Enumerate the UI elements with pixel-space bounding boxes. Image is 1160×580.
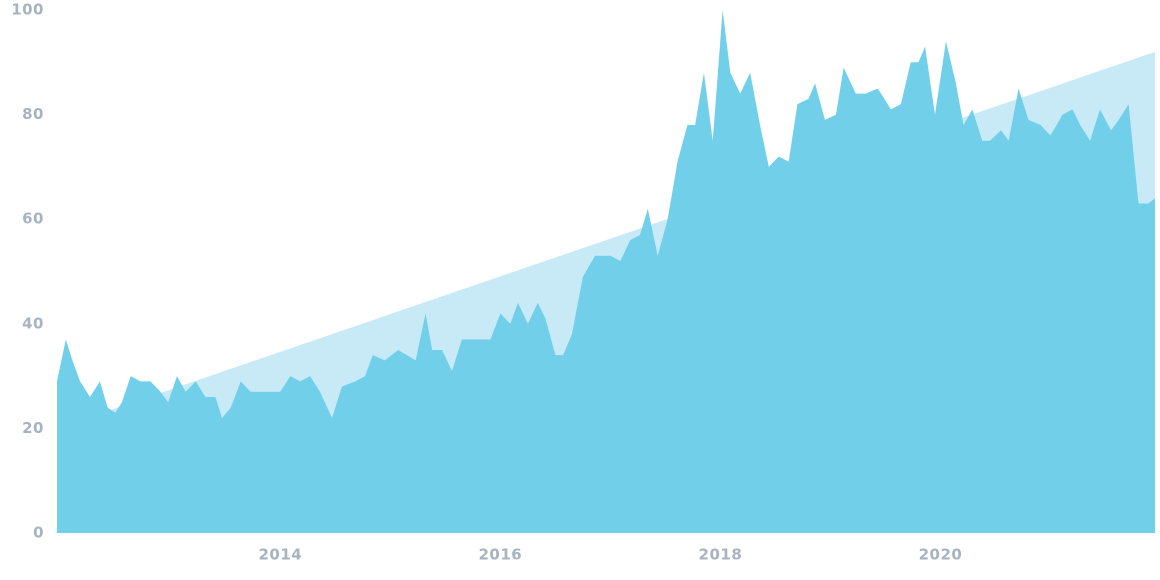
x-tick-label: 2016 — [479, 546, 523, 564]
y-tick-label: 100 — [11, 1, 44, 19]
y-tick-label: 20 — [22, 419, 44, 437]
y-tick-label: 40 — [22, 314, 44, 332]
y-tick-label: 60 — [22, 210, 44, 228]
y-tick-label: 80 — [22, 105, 44, 123]
x-tick-label: 2014 — [258, 546, 302, 564]
x-tick-label: 2018 — [699, 546, 743, 564]
area — [57, 10, 1155, 533]
x-tick-label: 2020 — [919, 546, 963, 564]
y-tick-label: 0 — [33, 524, 44, 542]
